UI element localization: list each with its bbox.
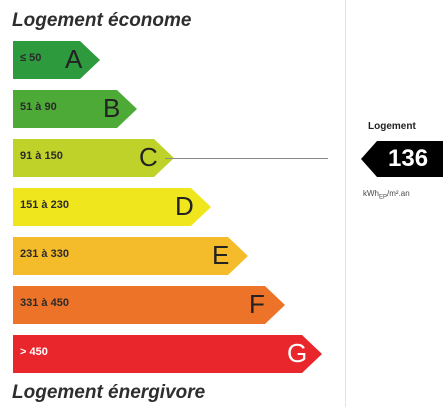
class-letter-c: C [139, 142, 158, 172]
class-range-d: 151 à 230 [20, 199, 69, 211]
panel-divider [345, 0, 346, 407]
class-bar-a: ≤ 50 A [13, 41, 100, 79]
consumption-value: 136 [388, 145, 429, 172]
class-arrow-b [13, 90, 137, 128]
unit-subscript: EP [379, 194, 388, 201]
class-bar-e: 231 à 330 E [13, 237, 248, 275]
class-bar-g: > 450 G [13, 335, 322, 373]
class-letter-e: E [212, 240, 230, 270]
class-arrow-g [13, 335, 322, 373]
class-bar-c: 91 à 150 C [13, 139, 174, 177]
unit-prefix: kWh [363, 189, 379, 198]
efficient-label: Logement économe [12, 10, 192, 31]
inefficient-label: Logement énergivore [12, 382, 206, 403]
class-range-e: 231 à 330 [20, 248, 69, 260]
class-bar-b: 51 à 90 B [13, 90, 137, 128]
class-range-b: 51 à 90 [20, 101, 57, 113]
class-letter-b: B [103, 93, 121, 123]
class-letter-d: D [175, 191, 194, 221]
unit-suffix: /m².an [387, 189, 410, 198]
class-arrow-a [13, 41, 100, 79]
class-letter-g: G [287, 338, 308, 368]
value-badge-arrow [361, 141, 443, 177]
class-arrow-f [13, 286, 285, 324]
class-arrow-d [13, 188, 211, 226]
class-arrow-c [13, 139, 174, 177]
class-range-c: 91 à 150 [20, 150, 63, 162]
class-range-g: > 450 [20, 346, 48, 358]
class-letter-a: A [65, 44, 83, 74]
class-letter-f: F [249, 289, 265, 319]
consumption-unit: kWhEP/m².an [363, 189, 410, 201]
class-range-f: 331 à 450 [20, 297, 69, 309]
class-arrow-e [13, 237, 248, 275]
current-class-pointer [165, 158, 328, 159]
class-bar-d: 151 à 230 D [13, 188, 211, 226]
class-range-a: ≤ 50 [20, 52, 42, 64]
class-bar-f: 331 à 450 F [13, 286, 285, 324]
housing-title: Logement [368, 121, 416, 132]
